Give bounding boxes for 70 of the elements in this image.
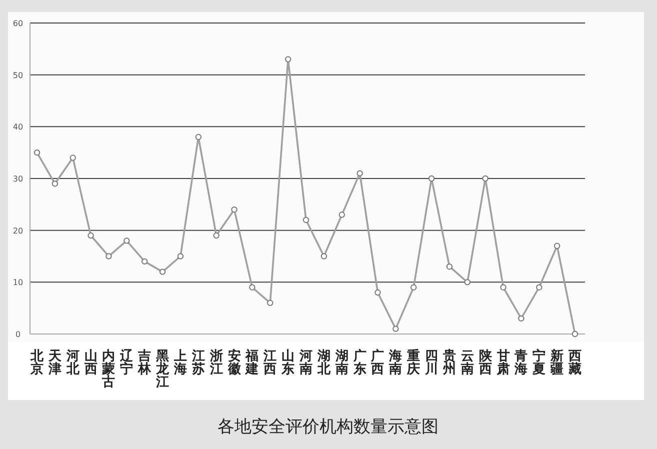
y-tick-label: 40 xyxy=(12,122,24,132)
x-tick-label: 河南 xyxy=(298,349,312,377)
x-tick-label: 天津 xyxy=(47,349,62,377)
y-tick-label: 10 xyxy=(12,278,24,288)
x-tick-label: 吉林 xyxy=(137,349,152,377)
x-tick-label: 江苏 xyxy=(190,349,205,377)
point xyxy=(428,175,435,182)
point xyxy=(536,284,542,290)
point xyxy=(177,253,184,260)
y-tick-label: 50 xyxy=(12,70,24,80)
x-tick-label: 广西 xyxy=(370,348,384,377)
x-tick-label: 福建 xyxy=(244,348,259,377)
x-tick-label: 辽宁 xyxy=(119,349,134,377)
x-tick-label: 甘肃 xyxy=(496,349,510,377)
y-tick-label: 30 xyxy=(12,174,24,184)
x-tick-label: 山东 xyxy=(280,349,295,377)
x-tick-label: 河北 xyxy=(65,349,80,377)
x-tick-label: 西藏 xyxy=(568,349,582,377)
point xyxy=(88,232,94,239)
x-tick-label: 湖南 xyxy=(334,349,348,377)
x-tick-label: 四川 xyxy=(424,349,438,377)
x-tick-label: 贵州 xyxy=(442,348,456,377)
text: 各地安全评价机构数量示意图 xyxy=(218,417,438,437)
point xyxy=(392,326,399,332)
x-tick-label: 江西 xyxy=(262,349,277,377)
x-tick-label: 浙江 xyxy=(208,349,223,377)
point xyxy=(195,134,202,140)
point xyxy=(249,284,256,290)
x-tick-label: 山西 xyxy=(83,349,98,377)
point xyxy=(34,149,40,156)
x-tick-label: 黑龙江 xyxy=(155,349,170,390)
point xyxy=(356,170,363,176)
point xyxy=(338,212,345,218)
point xyxy=(52,180,58,187)
x-tick-label: 上海 xyxy=(172,349,187,377)
point xyxy=(142,258,148,265)
x-tick-label: 安徽 xyxy=(226,348,242,377)
x-tick-label: 青海 xyxy=(514,349,528,377)
point xyxy=(446,264,453,270)
x-tick-label: 新疆 xyxy=(550,348,564,377)
point xyxy=(124,238,130,244)
point xyxy=(464,279,470,286)
point xyxy=(374,289,381,296)
point xyxy=(267,300,274,306)
point xyxy=(302,216,310,224)
point xyxy=(554,242,560,249)
point xyxy=(284,56,292,62)
point xyxy=(106,253,112,260)
point xyxy=(500,284,506,290)
point xyxy=(410,284,417,290)
y-tick-label: 20 xyxy=(12,226,24,236)
x-tick-label: 北京 xyxy=(30,349,44,377)
x-tick-label: 广东 xyxy=(352,348,366,377)
point xyxy=(572,330,578,338)
x-tick-label: 宁夏 xyxy=(532,348,546,377)
x-tick-label: 重庆 xyxy=(406,348,420,377)
x-tick-label: 湖北 xyxy=(316,349,332,377)
point xyxy=(70,154,76,161)
point xyxy=(482,175,488,182)
x-tick-label: 内蒙古 xyxy=(101,349,116,390)
point xyxy=(213,232,220,239)
point xyxy=(518,315,524,322)
x-tick-label: 海南 xyxy=(388,349,402,377)
x-tick-label: 云南 xyxy=(460,349,474,377)
x-tick-label: 陕西 xyxy=(478,349,493,377)
point xyxy=(320,253,328,260)
y-tick-label: 60 xyxy=(12,19,24,28)
point xyxy=(159,268,166,275)
y-tick-label: 0 xyxy=(15,330,21,339)
point xyxy=(231,206,238,213)
